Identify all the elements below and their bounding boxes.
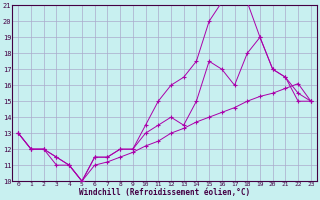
- X-axis label: Windchill (Refroidissement éolien,°C): Windchill (Refroidissement éolien,°C): [79, 188, 250, 197]
